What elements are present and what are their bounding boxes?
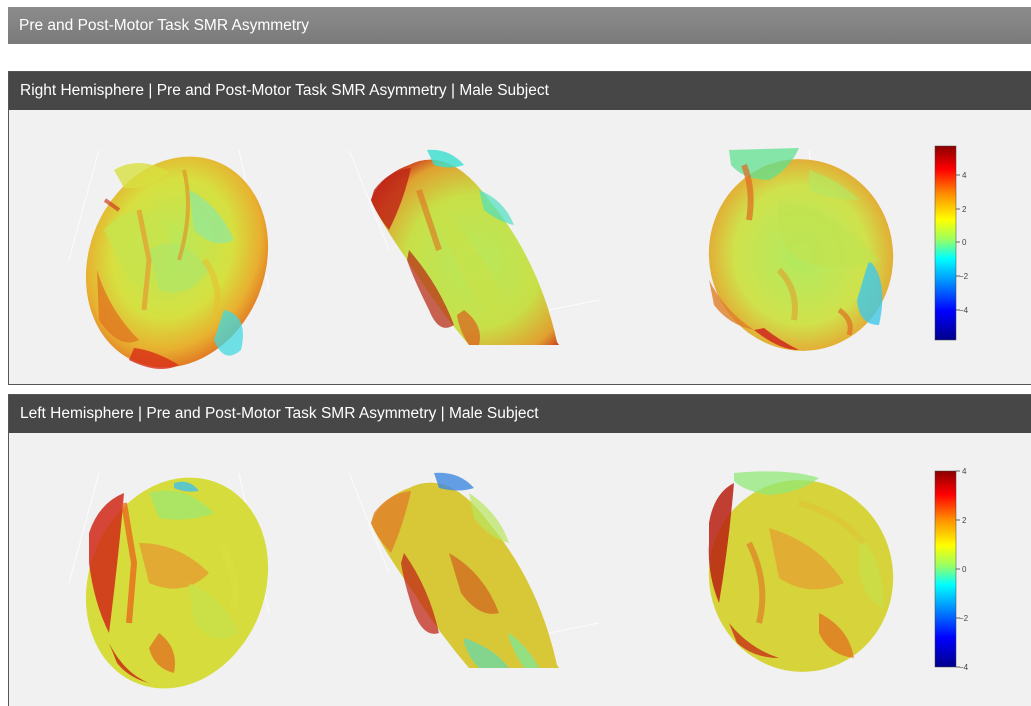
right-hemisphere-plot[interactable]: 4 2 0 −2 −4	[9, 110, 1031, 384]
brain-medial-view[interactable]	[691, 142, 911, 368]
colorbar-tick: 4	[962, 171, 967, 180]
colorbar-tick: −4	[959, 306, 969, 315]
colorbar-tick: 2	[962, 516, 967, 525]
right-colorbar: 4 2 0 −2 −4	[934, 145, 969, 341]
page-title: Pre and Post-Motor Task SMR Asymmetry	[8, 7, 1031, 44]
brain-lateral-view[interactable]	[55, 450, 299, 706]
left-hemisphere-panel: Left Hemisphere | Pre and Post-Motor Tas…	[8, 394, 1031, 706]
brain-dorsal-view[interactable]	[371, 472, 559, 668]
brain-medial-view[interactable]	[691, 463, 911, 689]
colorbar-tick: −2	[959, 614, 969, 623]
colorbar-tick: −4	[959, 663, 969, 672]
left-colorbar: 4 2 0 −2 −4	[934, 467, 969, 672]
colorbar-tick: 4	[962, 467, 967, 476]
right-hemisphere-panel: Right Hemisphere | Pre and Post-Motor Ta…	[8, 71, 1031, 385]
left-hemisphere-svg[interactable]: 4 2 0 −2 −4	[9, 433, 1031, 706]
colorbar-gradient	[934, 470, 957, 668]
right-hemisphere-panel-title: Right Hemisphere | Pre and Post-Motor Ta…	[9, 72, 1031, 110]
colorbar-tick: 0	[962, 238, 967, 247]
left-hemisphere-panel-title: Left Hemisphere | Pre and Post-Motor Tas…	[9, 395, 1031, 433]
colorbar-tick: −2	[959, 272, 969, 281]
brain-lateral-view[interactable]	[55, 129, 299, 384]
colorbar-gradient	[934, 145, 957, 341]
colorbar-tick: 0	[962, 565, 967, 574]
right-hemisphere-svg[interactable]: 4 2 0 −2 −4	[9, 110, 1031, 384]
colorbar-tick: 2	[962, 205, 967, 214]
brain-dorsal-view[interactable]	[371, 149, 559, 345]
left-hemisphere-plot[interactable]: 4 2 0 −2 −4	[9, 433, 1031, 706]
